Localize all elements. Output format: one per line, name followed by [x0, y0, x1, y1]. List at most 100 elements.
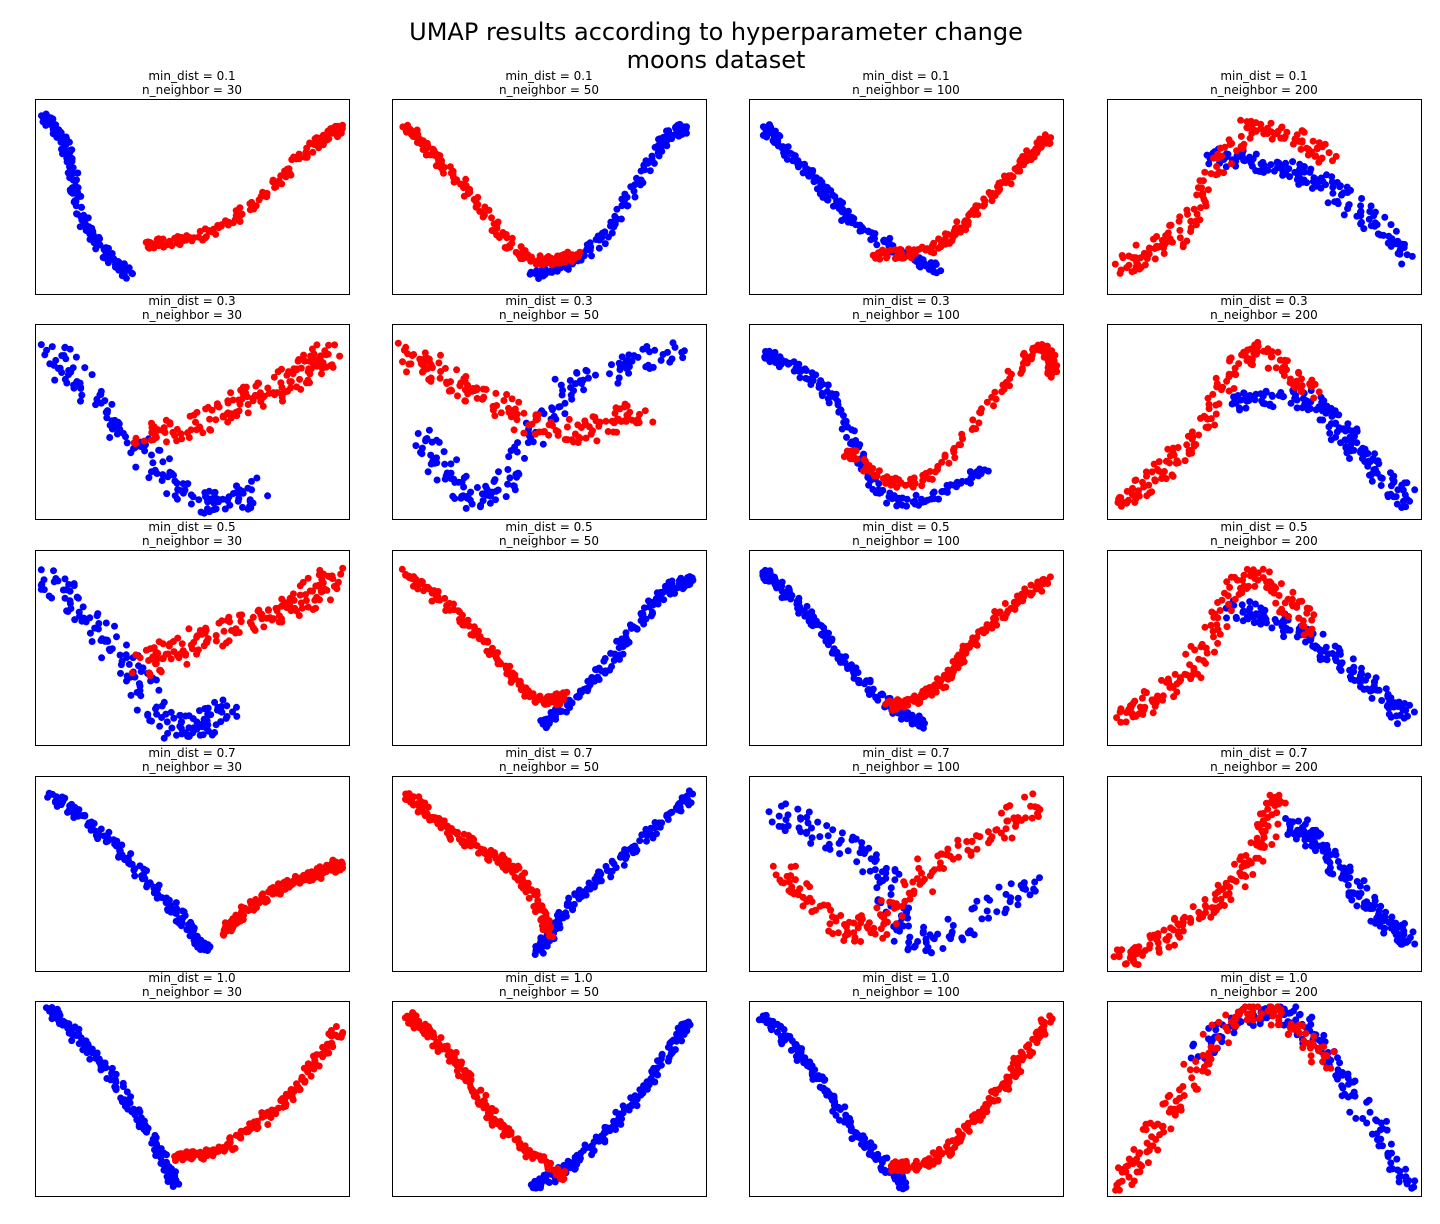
class-0-point — [118, 841, 126, 849]
class-1-point — [840, 453, 848, 461]
class-1-point — [519, 684, 527, 691]
class-1-point — [226, 618, 234, 626]
class-1-point — [1152, 699, 1160, 707]
class-0-point — [781, 593, 789, 601]
class-0-point — [152, 676, 160, 684]
class-1-point — [1046, 573, 1054, 581]
class-0-point — [812, 371, 820, 379]
class-0-point — [905, 938, 913, 946]
class-0-series — [38, 110, 136, 282]
class-0-point — [608, 361, 615, 369]
class-1-point — [264, 384, 272, 392]
class-1-point — [990, 402, 997, 410]
class-0-point — [1317, 393, 1325, 401]
class-1-point — [1131, 697, 1139, 705]
class-1-point — [195, 233, 203, 241]
class-1-series — [1111, 116, 1340, 277]
class-1-point — [1118, 252, 1126, 259]
class-0-point — [74, 184, 82, 192]
class-1-point — [1243, 585, 1251, 592]
class-0-point — [108, 417, 116, 425]
class-0-point — [1344, 189, 1352, 196]
subplot-axes — [35, 324, 350, 520]
class-1-point — [166, 419, 174, 427]
class-0-point — [1396, 250, 1404, 258]
class-0-point — [1275, 159, 1283, 167]
class-1-point — [883, 248, 891, 255]
subplot-1-4: min_dist = 0.1 n_neighbor = 200 — [1107, 69, 1422, 295]
class-1-point — [528, 420, 536, 428]
class-0-point — [175, 486, 183, 494]
class-1-point — [982, 627, 990, 635]
class-0-point — [424, 468, 432, 476]
class-0-point — [1328, 173, 1336, 181]
class-1-point — [1300, 128, 1308, 136]
class-1-point — [975, 628, 982, 636]
class-1-point — [1297, 388, 1305, 396]
class-0-point — [1282, 159, 1290, 167]
class-0-point — [122, 433, 129, 441]
class-1-point — [1223, 578, 1231, 586]
class-1-point — [165, 642, 173, 650]
class-1-point — [190, 638, 198, 646]
class-1-point — [462, 175, 470, 183]
class-1-point — [318, 370, 325, 378]
subplot-1-3: min_dist = 0.1 n_neighbor = 100 — [749, 69, 1064, 295]
class-0-point — [139, 875, 146, 883]
class-0-point — [248, 486, 256, 494]
class-0-point — [473, 484, 481, 491]
class-1-point — [1332, 152, 1340, 160]
class-0-point — [930, 934, 938, 942]
class-1-point — [942, 683, 950, 691]
class-1-point — [1123, 487, 1131, 495]
class-1-point — [911, 479, 919, 487]
class-0-point — [1402, 503, 1410, 511]
class-1-point — [1181, 457, 1189, 465]
subplot-title-min-dist: min_dist = 0.3 — [1220, 294, 1308, 308]
class-1-point — [1284, 595, 1292, 603]
class-1-point — [1191, 646, 1199, 654]
class-0-point — [1245, 397, 1253, 404]
class-1-point — [1169, 472, 1177, 480]
class-1-point — [193, 408, 201, 416]
class-0-point — [877, 691, 885, 699]
class-1-point — [475, 849, 482, 857]
class-0-point — [126, 860, 134, 868]
class-0-point — [1264, 166, 1272, 174]
class-1-point — [163, 438, 170, 446]
class-1-point — [1187, 217, 1195, 225]
class-1-point — [447, 169, 455, 177]
class-0-point — [783, 155, 791, 163]
class-0-point — [539, 440, 547, 448]
class-0-point — [1326, 429, 1334, 437]
subplot-title-min-dist: min_dist = 0.5 — [148, 520, 236, 534]
class-1-point — [519, 248, 527, 256]
class-0-point — [136, 682, 144, 690]
class-0-point — [913, 720, 921, 728]
class-1-point — [278, 384, 286, 391]
class-1-point — [149, 653, 157, 661]
class-1-point — [1133, 258, 1140, 266]
class-1-point — [132, 434, 140, 442]
class-0-point — [1326, 859, 1334, 867]
class-0-point — [804, 375, 812, 383]
class-0-point — [94, 625, 102, 633]
class-1-point — [403, 128, 411, 136]
subplot-title-min-dist: min_dist = 0.5 — [1220, 520, 1308, 534]
axes-frame — [749, 776, 1064, 972]
class-0-point — [197, 508, 205, 516]
class-1-point — [1199, 192, 1207, 200]
class-1-point — [1281, 356, 1289, 364]
class-1-point — [944, 666, 952, 674]
class-1-point — [1012, 819, 1020, 826]
class-1-point — [602, 417, 610, 425]
class-0-point — [504, 480, 512, 488]
class-1-point — [513, 416, 521, 424]
class-1-point — [1239, 351, 1247, 359]
class-0-point — [538, 943, 546, 951]
class-1-point — [1231, 595, 1239, 603]
class-0-point — [104, 637, 112, 645]
class-1-point — [799, 902, 807, 910]
class-1-point — [282, 599, 290, 607]
class-0-point — [123, 439, 131, 447]
